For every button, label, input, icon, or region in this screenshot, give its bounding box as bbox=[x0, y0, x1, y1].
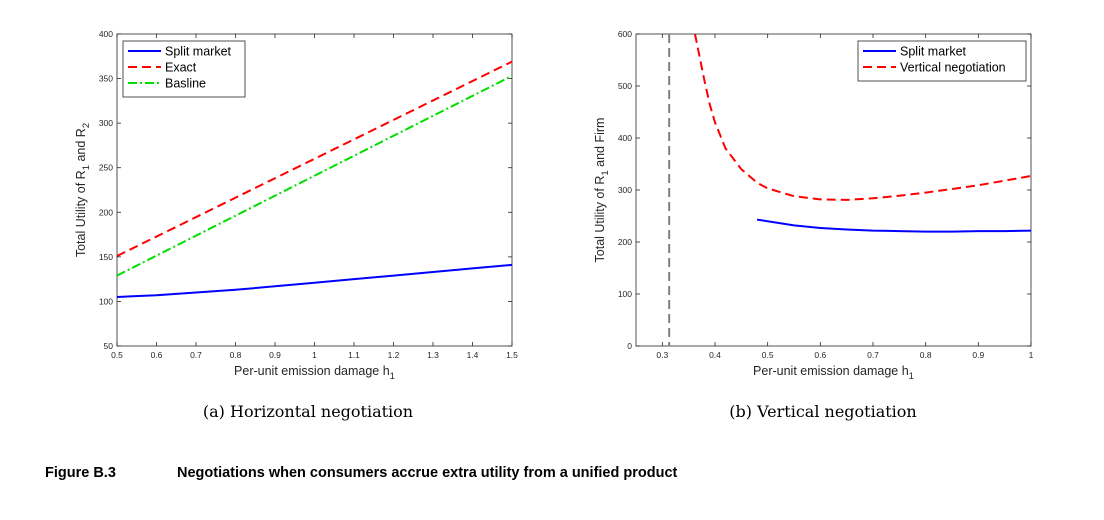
c1-xtick-label: 0.3 bbox=[656, 350, 668, 360]
c0-ylabel: Total Utility of R1 and R2 bbox=[74, 123, 92, 257]
c1-xtick-label: 0.5 bbox=[762, 350, 774, 360]
c1-xlabel: Per-unit emission damage h1 bbox=[753, 364, 914, 382]
c0-legend-label: Basline bbox=[165, 77, 206, 91]
chart-vertical-negotiation: 0.3 0.4 0.5 0.6 0.7 0.8 0.9 1 0 100 200 300 400 500 60… bbox=[593, 29, 1034, 382]
figure-label: Figure B.3 bbox=[45, 465, 116, 481]
caption-a: (a) Horizontal negotiation bbox=[203, 402, 413, 421]
c0-xtick-label: 1.2 bbox=[388, 350, 400, 360]
c0-ytick-label: 300 bbox=[99, 118, 113, 128]
c1-legend-box bbox=[857, 40, 1027, 82]
c1-ytick-label: 500 bbox=[618, 81, 632, 91]
c0-xtick-label: 0.8 bbox=[230, 350, 242, 360]
c1-ytick-label: 300 bbox=[618, 185, 632, 195]
c0-xtick-label: 0.9 bbox=[269, 350, 281, 360]
c0-ytick-label: 200 bbox=[99, 207, 113, 217]
c1-ytick-label: 100 bbox=[618, 289, 632, 299]
c0-xtick-label: 1.4 bbox=[467, 350, 479, 360]
c1-series-split-market bbox=[756, 218, 1031, 233]
c0-ytick-label: 150 bbox=[99, 252, 113, 262]
c0-legend: Split market Exact Basline bbox=[122, 40, 246, 98]
c1-ytick-label: 0 bbox=[627, 341, 632, 351]
c0-legend-label: Split market bbox=[165, 45, 232, 59]
c0-xtick-label: 1.5 bbox=[506, 350, 518, 360]
c1-xtick-label: 1 bbox=[1029, 350, 1034, 360]
c0-series-basline bbox=[117, 75, 512, 277]
c0-ytick-label: 250 bbox=[99, 163, 113, 173]
c0-series-split-market bbox=[117, 263, 512, 298]
c1-ytick-label: 200 bbox=[618, 237, 632, 247]
c0-legend-label: Exact bbox=[165, 61, 197, 75]
c1-legend-label: Split market bbox=[900, 45, 967, 59]
c0-xtick-label: 1.1 bbox=[348, 350, 360, 360]
c1-xtick-label: 0.9 bbox=[972, 350, 984, 360]
c1-legend: Split market Vertical negotiation bbox=[857, 40, 1027, 82]
c0-series-exact bbox=[117, 60, 512, 257]
c1-ylabel: Total Utility of R1 and Firm bbox=[593, 118, 611, 263]
c0-ytick-label: 400 bbox=[99, 29, 113, 39]
c1-xtick-label: 0.6 bbox=[814, 350, 826, 360]
c1-plot-area bbox=[668, 34, 1031, 346]
c0-xtick-label: 0.5 bbox=[111, 350, 123, 360]
c1-xtick-label: 0.4 bbox=[709, 350, 721, 360]
c0-ytick-label: 100 bbox=[99, 296, 113, 306]
c0-xtick-label: 0.6 bbox=[151, 350, 163, 360]
c1-legend-label: Vertical negotiation bbox=[900, 61, 1006, 75]
caption-b: (b) Vertical negotiation bbox=[729, 402, 916, 421]
c1-xtick-label: 0.8 bbox=[920, 350, 932, 360]
c0-plot-area bbox=[117, 60, 512, 298]
c1-xtick-label: 0.7 bbox=[867, 350, 879, 360]
c0-xtick-label: 0.7 bbox=[190, 350, 202, 360]
chart-horizontal-negotiation: 0.5 0.6 0.7 0.8 0.9 1 1.1 1.2 1.3 1.4 1.5 50 100 150 2… bbox=[74, 29, 518, 382]
c0-ytick-label: 350 bbox=[99, 74, 113, 84]
c0-xtick-label: 1.3 bbox=[427, 350, 439, 360]
c0-xlabel: Per-unit emission damage h1 bbox=[234, 364, 395, 382]
c0-ytick-label: 50 bbox=[104, 341, 114, 351]
c1-series-vertical-negotiation bbox=[694, 34, 1031, 201]
figure-caption: Negotiations when consumers accrue extra… bbox=[177, 465, 678, 481]
c0-xtick-label: 1 bbox=[312, 350, 317, 360]
c1-ytick-label: 600 bbox=[618, 29, 632, 39]
c1-ytick-label: 400 bbox=[618, 133, 632, 143]
